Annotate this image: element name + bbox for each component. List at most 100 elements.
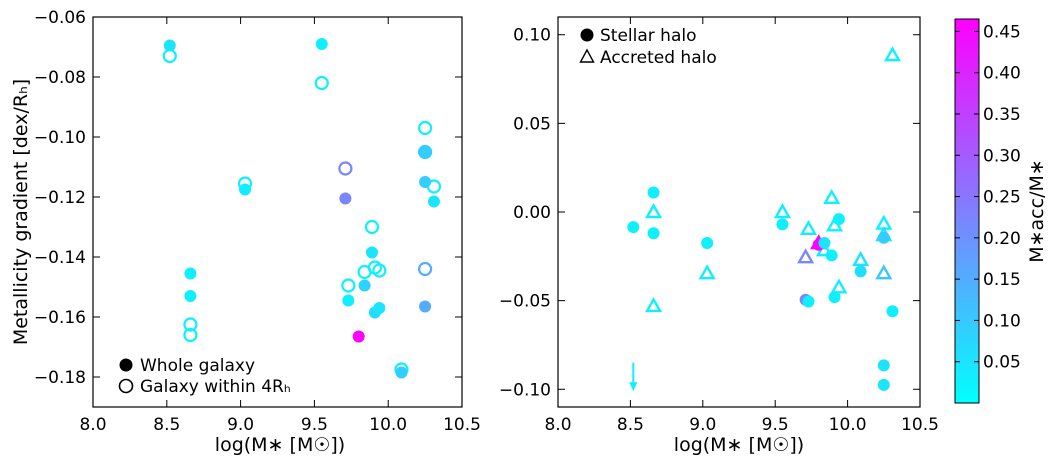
colorbar-tick-label: 0.20 [983, 229, 1021, 249]
data-point-open-triangle [883, 46, 902, 62]
legend-open-circle-marker [118, 378, 134, 394]
colorbar-tick-label: 0.15 [983, 270, 1021, 290]
data-point-filled-circle [184, 267, 197, 280]
data-point-filled-circle [647, 186, 660, 199]
data-point-filled-circle [886, 305, 899, 318]
colorbar-label: M∗acc/M∗ [1026, 159, 1048, 263]
left-ytick-label: −0.10 [34, 128, 86, 148]
left-xtick-label: 9.5 [301, 415, 328, 435]
data-point-filled-circle [701, 237, 714, 250]
right-xtick-label: 10.0 [829, 415, 867, 435]
data-point-open-circle [418, 261, 433, 277]
data-point-open-circle [338, 161, 353, 176]
colorbar-tick-label: 0.40 [983, 64, 1021, 84]
data-point-filled-circle [802, 295, 815, 308]
right-plot-frame [557, 16, 921, 408]
left-points [162, 38, 442, 379]
right-xtick-label: 9.0 [689, 415, 716, 435]
right-xtick-label: 8.5 [617, 415, 644, 435]
data-point-open-circle [372, 263, 387, 278]
data-point-open-circle [341, 278, 356, 293]
data-point-filled-circle [627, 221, 640, 234]
data-point-filled-circle [342, 294, 355, 307]
left-xtick-label: 8.5 [153, 415, 180, 435]
data-point-filled-circle [877, 231, 890, 244]
data-point-open-triangle [698, 264, 716, 280]
legend-filled-circle-marker [580, 28, 594, 42]
data-point-filled-circle [818, 237, 831, 250]
colorbar-tick-label: 0.45 [983, 22, 1021, 42]
right-ytick-label: −0.10 [499, 380, 551, 400]
left-panel: 8.0 8.5 9.0 9.5 10.0 10.5 −0.06 −0.08 −0.10 −0.12… [10, 8, 481, 456]
legend-filled-circle-marker [119, 358, 133, 372]
data-point-filled-circle [825, 249, 838, 262]
legend-label-accreted-halo: Accreted halo [600, 48, 717, 68]
data-point-open-triangle [645, 297, 663, 313]
data-point-filled-circle [315, 38, 328, 50]
left-ytick-label: −0.16 [34, 308, 86, 328]
left-ytick-label: −0.06 [34, 8, 86, 28]
data-point-filled-circle [339, 192, 352, 205]
data-point-open-triangle [823, 188, 841, 205]
data-point-filled-circle [776, 218, 789, 231]
data-point-filled-circle [184, 290, 197, 302]
colorbar-tick-label: 0.10 [983, 311, 1021, 331]
left-ticks: 8.0 8.5 9.0 9.5 10.0 10.5 −0.06 −0.08 −0.10 −0.12… [34, 8, 481, 435]
data-point-open-triangle [797, 248, 815, 264]
data-point-filled-circle [419, 146, 432, 158]
left-plot-frame [92, 16, 463, 408]
data-point-filled-circle [832, 213, 845, 226]
legend-label-galaxy-within: Galaxy within 4Rₕ [140, 377, 291, 397]
left-xtick-label: 10.5 [443, 415, 481, 435]
colorbar-gradient [954, 18, 980, 404]
data-point-filled-circle [239, 183, 252, 196]
data-point-filled-circle [877, 359, 890, 372]
left-xlabel: log(M∗ [M☉]) [215, 434, 345, 456]
colorbar-tick-label: 0.30 [983, 146, 1021, 166]
right-points [627, 46, 902, 392]
data-point-filled-circle [358, 279, 371, 292]
right-xlabel: log(M∗ [M☉]) [674, 434, 804, 456]
right-xtick-label: 10.5 [901, 415, 939, 435]
right-ytick-label: 0.00 [513, 203, 551, 223]
right-xtick-label: 9.5 [762, 415, 789, 435]
data-point-filled-circle [365, 246, 378, 259]
data-point-open-circle [364, 219, 380, 235]
data-point-open-triangle [852, 250, 870, 267]
data-point-filled-circle [419, 300, 432, 313]
data-point-filled-circle [395, 366, 408, 379]
left-xtick-label: 10.0 [369, 415, 407, 435]
data-point-filled-circle [419, 176, 432, 188]
data-point-filled-circle [877, 378, 890, 391]
colorbar-tick-label: 0.25 [983, 188, 1021, 208]
data-point-filled-circle [854, 265, 867, 278]
right-ytick-label: −0.05 [499, 292, 551, 312]
data-point-filled-circle [373, 302, 386, 314]
data-point-filled-circle [828, 291, 841, 304]
colorbar-tick-label: 0.05 [983, 353, 1021, 373]
colorbar-tick-label: 0.35 [983, 105, 1021, 125]
left-ytick-label: −0.14 [34, 248, 86, 268]
data-point-filled-circle [427, 195, 440, 208]
right-ytick-label: 0.10 [513, 26, 551, 46]
left-xtick-label: 8.0 [79, 415, 106, 435]
colorbar-ticks: 0.45 0.40 0.35 0.30 0.25 0.20 0.15 0.10 0.05 [955, 22, 1021, 373]
data-point-open-triangle [875, 264, 893, 280]
data-point-open-triangle [773, 203, 791, 219]
data-point-open-circle [314, 75, 329, 91]
data-point-open-triangle [830, 278, 848, 294]
upper-limit-arrow-head [629, 382, 638, 392]
legend-open-triangle-marker [579, 48, 595, 63]
left-legend: Whole galaxy Galaxy within 4Rₕ [118, 356, 291, 397]
data-point-open-circle [418, 120, 433, 136]
data-point-open-circle [162, 48, 177, 64]
right-xtick-label: 8.0 [544, 415, 571, 435]
data-point-filled-circle [647, 227, 660, 240]
data-point-open-circle [183, 327, 198, 343]
right-ticks: 8.0 8.5 9.0 9.5 10.0 10.5 0.10 0.05 0.00 −0.05 −0.… [499, 17, 939, 435]
legend-label-stellar-halo: Stellar halo [600, 26, 697, 46]
right-ytick-label: 0.05 [513, 114, 551, 134]
data-point-open-triangle [645, 203, 663, 219]
data-point-open-triangle [799, 219, 818, 236]
